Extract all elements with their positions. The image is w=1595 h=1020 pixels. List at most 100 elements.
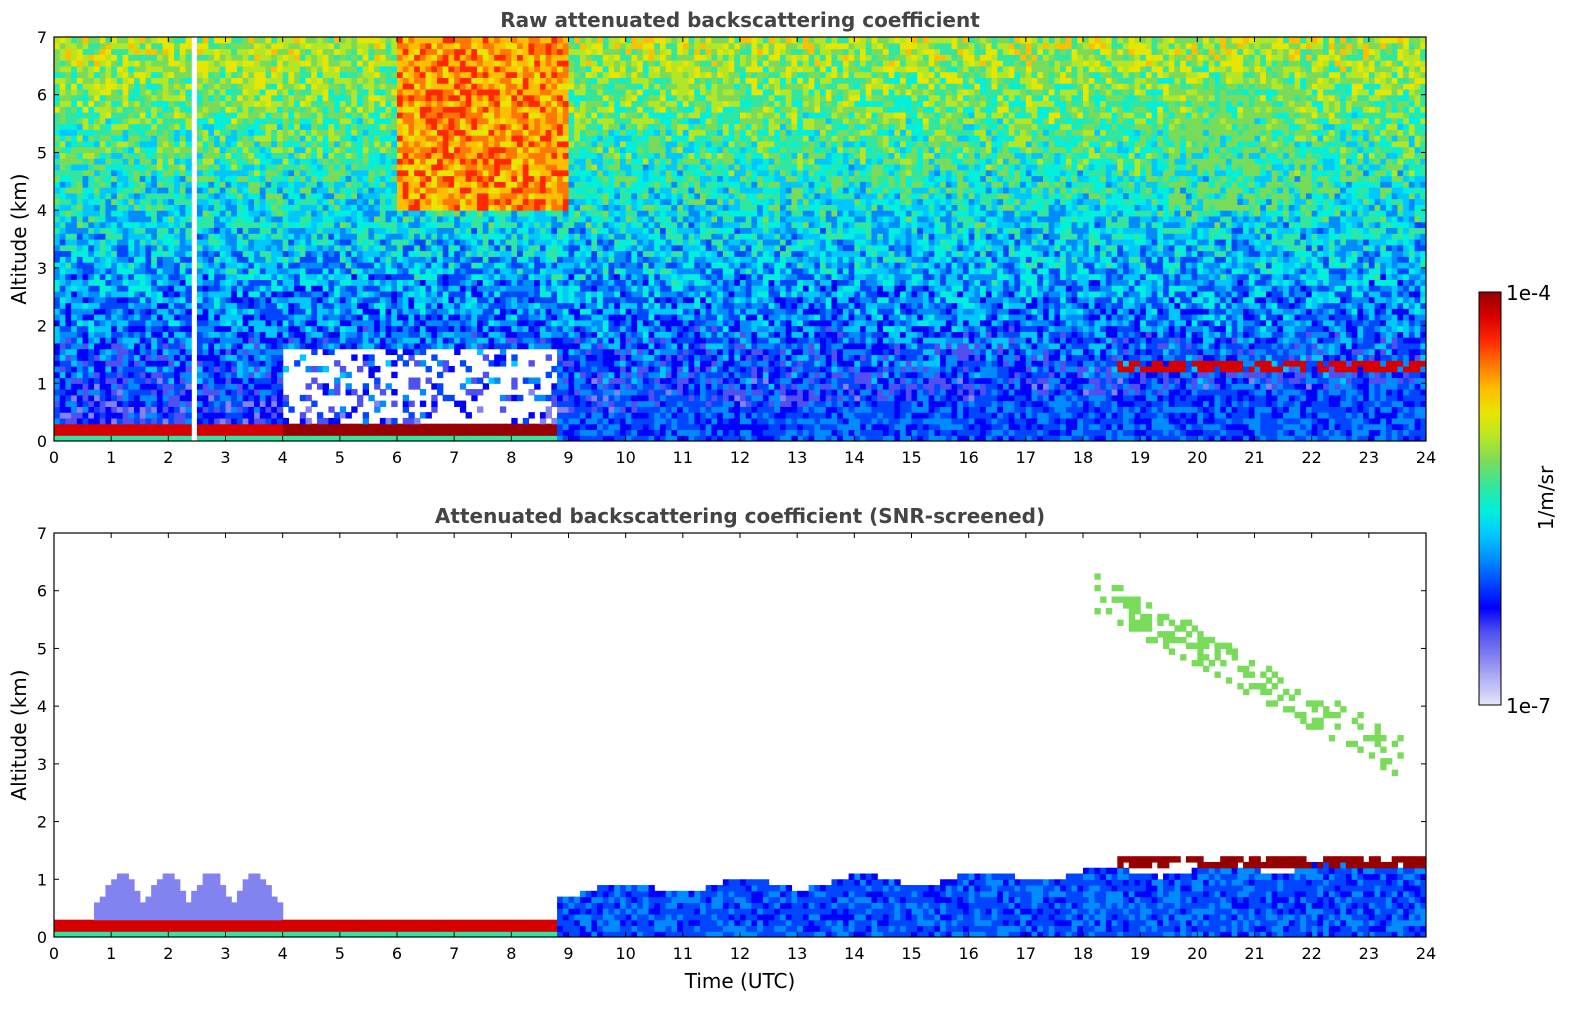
heatmap-cell	[414, 54, 421, 61]
heatmap-cell	[128, 239, 135, 246]
heatmap-cell	[76, 325, 84, 332]
heatmap-cell	[402, 360, 410, 367]
heatmap-cell	[374, 296, 381, 304]
heatmap-cell	[145, 319, 152, 327]
heatmap-cell	[168, 83, 175, 90]
heatmap-cell	[174, 60, 181, 67]
heatmap-cell	[454, 290, 461, 298]
heatmap-cell	[276, 394, 284, 402]
heatmap-cell	[236, 175, 244, 182]
heatmap-cell	[334, 192, 341, 200]
heatmap-cell	[471, 83, 478, 90]
heatmap-cell	[185, 285, 192, 292]
heatmap-cell	[385, 302, 392, 309]
heatmap-cell	[128, 325, 135, 332]
heatmap-cell	[65, 239, 72, 246]
heatmap-cell	[162, 383, 169, 390]
heatmap-cell	[71, 406, 78, 413]
heatmap-cell	[71, 319, 78, 327]
heatmap-cell	[471, 48, 478, 55]
heatmap-cell	[379, 158, 387, 165]
heatmap-cell	[397, 314, 404, 321]
heatmap-cell	[65, 106, 72, 113]
heatmap-cell	[339, 371, 347, 379]
heatmap-cell	[94, 77, 101, 84]
heatmap-cell	[231, 54, 238, 61]
heatmap-cell	[71, 129, 78, 136]
heatmap-cell	[82, 181, 89, 188]
heatmap-cell	[316, 146, 324, 154]
heatmap-cell	[397, 42, 404, 50]
heatmap-cell	[208, 262, 215, 269]
heatmap-cell	[54, 377, 61, 384]
heatmap-cell	[128, 417, 135, 425]
heatmap-cell	[334, 77, 341, 84]
heatmap-cell	[316, 308, 324, 315]
heatmap-cell	[185, 383, 192, 390]
heatmap-cell	[311, 129, 318, 136]
heatmap-cell	[448, 256, 455, 263]
heatmap-cell	[139, 348, 147, 356]
heatmap-cell	[419, 308, 427, 315]
heatmap-cell	[276, 250, 284, 257]
heatmap-cell	[54, 60, 61, 67]
heatmap-cell	[482, 163, 490, 171]
heatmap-cell	[242, 42, 249, 50]
heatmap-cell	[339, 239, 347, 246]
heatmap-cell	[459, 308, 467, 315]
heatmap-cell	[139, 302, 147, 309]
heatmap-cell	[82, 204, 89, 211]
heatmap-cell	[311, 296, 318, 304]
heatmap-cell	[334, 290, 341, 298]
heatmap-cell	[219, 406, 227, 413]
heatmap-cell	[294, 296, 301, 304]
heatmap-cell	[202, 48, 209, 55]
heatmap-cell	[276, 377, 284, 384]
heatmap-cell	[219, 337, 227, 344]
heatmap-cell	[316, 204, 324, 211]
heatmap-cell	[271, 117, 278, 125]
heatmap-cell	[236, 152, 244, 159]
heatmap-cell	[65, 383, 72, 390]
heatmap-cell	[397, 83, 404, 90]
heatmap-cell	[494, 377, 501, 384]
heatmap-cell	[65, 71, 72, 78]
heatmap-cell	[259, 256, 267, 263]
heatmap-cell	[214, 262, 221, 269]
heatmap-cell	[385, 210, 392, 217]
heatmap-cell	[437, 117, 444, 125]
heatmap-cell	[442, 198, 450, 205]
heatmap-cell	[236, 256, 244, 263]
heatmap-cell	[477, 314, 484, 321]
heatmap-cell	[402, 233, 410, 240]
heatmap-cell	[471, 198, 478, 205]
heatmap-cell	[414, 88, 421, 96]
heatmap-cell	[236, 400, 244, 407]
heatmap-cell	[225, 77, 232, 84]
heatmap-cell	[236, 365, 244, 373]
heatmap-cell	[391, 256, 398, 263]
heatmap-cell	[202, 348, 209, 356]
heatmap-cell	[151, 54, 158, 61]
heatmap-cell	[139, 227, 147, 234]
heatmap-cell	[425, 244, 432, 252]
heatmap-cell	[311, 112, 318, 119]
heatmap-cell	[488, 48, 495, 55]
heatmap-cell	[305, 262, 312, 269]
heatmap-cell	[339, 331, 347, 338]
heatmap-cell	[162, 112, 169, 119]
heatmap-cell	[385, 256, 392, 263]
heatmap-cell	[162, 106, 169, 113]
heatmap-cell	[408, 423, 415, 431]
heatmap-cell	[431, 181, 438, 188]
heatmap-cell	[425, 187, 432, 194]
heatmap-cell	[254, 273, 261, 280]
heatmap-cell	[174, 77, 181, 84]
heatmap-raw	[54, 37, 1426, 441]
heatmap-cell	[282, 239, 289, 246]
heatmap-cell	[437, 169, 444, 177]
heatmap-cell	[397, 169, 404, 177]
heatmap-cell	[448, 163, 455, 171]
heatmap-cell	[459, 319, 467, 327]
heatmap-cell	[431, 204, 438, 211]
